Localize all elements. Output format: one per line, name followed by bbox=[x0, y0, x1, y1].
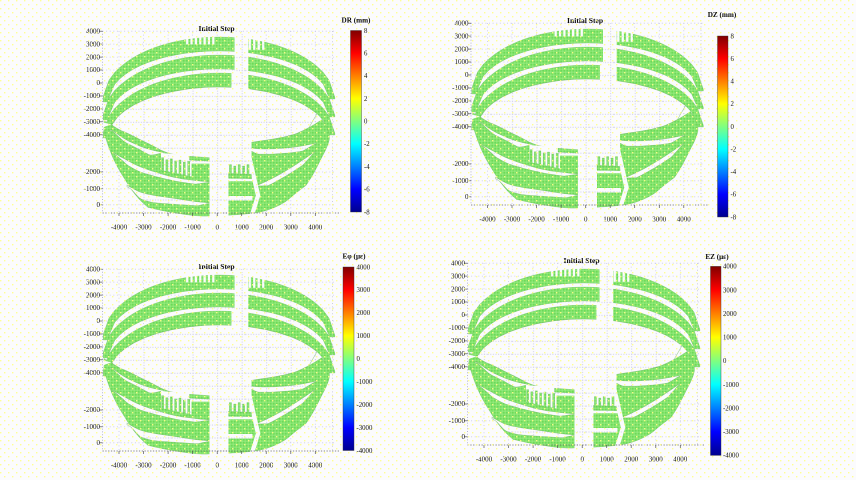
svg-text:2000: 2000 bbox=[723, 311, 737, 318]
svg-text:1000: 1000 bbox=[723, 335, 737, 342]
svg-text:0: 0 bbox=[357, 356, 361, 363]
svg-text:3000: 3000 bbox=[357, 287, 371, 294]
svg-text:-2: -2 bbox=[731, 146, 737, 153]
svg-text:-4: -4 bbox=[364, 164, 370, 171]
svg-text:-2: -2 bbox=[364, 141, 370, 148]
svg-text:DZ (mm): DZ (mm) bbox=[708, 11, 737, 19]
svg-text:0: 0 bbox=[364, 119, 368, 126]
svg-text:2000: 2000 bbox=[357, 310, 371, 317]
svg-text:EZ (με): EZ (με) bbox=[705, 253, 729, 261]
svg-text:Eφ (με): Eφ (με) bbox=[342, 253, 366, 261]
svg-text:DR (mm): DR (mm) bbox=[342, 16, 372, 24]
svg-text:-8: -8 bbox=[731, 214, 737, 221]
svg-text:-3000: -3000 bbox=[723, 429, 739, 436]
svg-text:2: 2 bbox=[731, 101, 735, 108]
svg-text:3000: 3000 bbox=[723, 287, 737, 294]
svg-text:-1000: -1000 bbox=[357, 379, 373, 386]
svg-text:4: 4 bbox=[364, 73, 368, 80]
svg-text:0: 0 bbox=[723, 358, 727, 365]
svg-text:-6: -6 bbox=[731, 192, 737, 199]
svg-text:-4: -4 bbox=[731, 169, 737, 176]
svg-text:-4000: -4000 bbox=[357, 448, 373, 455]
svg-text:6: 6 bbox=[731, 56, 735, 63]
svg-text:4000: 4000 bbox=[357, 264, 371, 271]
svg-text:2: 2 bbox=[364, 96, 368, 103]
svg-text:6: 6 bbox=[364, 51, 368, 58]
svg-text:-2000: -2000 bbox=[723, 405, 739, 412]
svg-text:-8: -8 bbox=[364, 209, 370, 216]
svg-text:4000: 4000 bbox=[723, 264, 737, 271]
svg-text:-4000: -4000 bbox=[723, 453, 739, 460]
svg-text:0: 0 bbox=[731, 124, 735, 131]
svg-text:4: 4 bbox=[731, 79, 735, 86]
svg-text:-6: -6 bbox=[364, 187, 370, 194]
svg-text:-1000: -1000 bbox=[723, 382, 739, 389]
svg-text:8: 8 bbox=[731, 33, 735, 40]
svg-text:8: 8 bbox=[364, 28, 368, 35]
svg-text:-3000: -3000 bbox=[357, 425, 373, 432]
svg-text:1000: 1000 bbox=[357, 333, 371, 340]
svg-text:-2000: -2000 bbox=[357, 402, 373, 409]
